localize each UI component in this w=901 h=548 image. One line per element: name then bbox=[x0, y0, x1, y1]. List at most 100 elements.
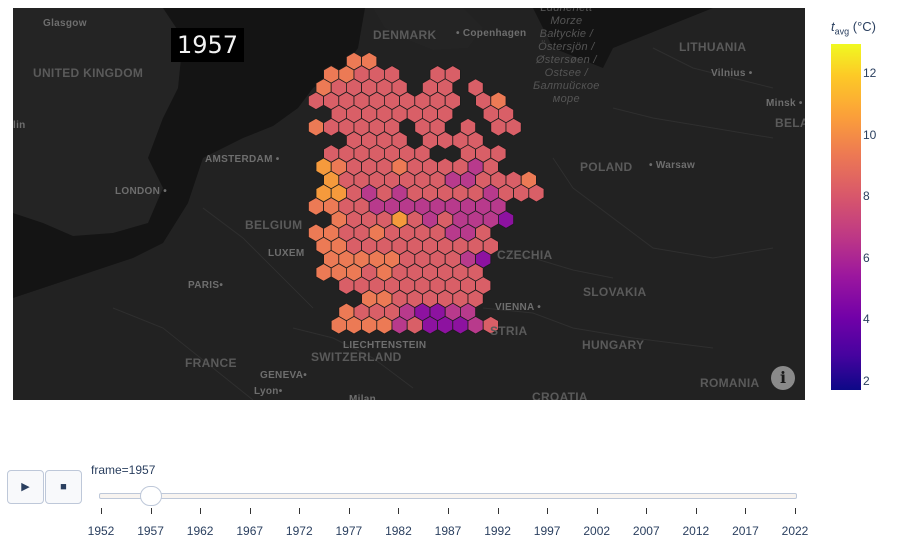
map-label: • Warsaw bbox=[649, 160, 696, 171]
slider-tick-mark bbox=[249, 508, 251, 514]
map-label: LITHUANIA bbox=[679, 40, 747, 54]
sea-label-line: Morze bbox=[550, 15, 583, 27]
slider-tick-label[interactable]: 2017 bbox=[732, 524, 759, 538]
colorbar-title: tavg (°C) bbox=[831, 19, 876, 37]
frame-slider-handle[interactable] bbox=[140, 486, 162, 506]
hexbin-layer bbox=[307, 51, 545, 335]
hex-cell[interactable] bbox=[315, 263, 332, 282]
colorbar-tick-label: 8 bbox=[863, 189, 870, 204]
slider-tick-mark bbox=[547, 508, 549, 514]
year-annotation: 1957 bbox=[171, 28, 245, 62]
hex-cell[interactable] bbox=[345, 315, 363, 335]
slider-tick-mark bbox=[200, 508, 202, 514]
slider-tick-label[interactable]: 2002 bbox=[583, 524, 611, 538]
map-label: POLAND bbox=[580, 160, 633, 174]
map-label: DENMARK bbox=[373, 28, 437, 42]
map-label: HUNGARY bbox=[582, 338, 645, 352]
hex-cell[interactable] bbox=[437, 315, 454, 335]
slider-tick-label[interactable]: 1967 bbox=[236, 524, 264, 538]
slider-tick-label[interactable]: 1972 bbox=[285, 524, 313, 538]
map-label: LIECHTENSTEIN bbox=[343, 340, 427, 351]
slider-tick-label[interactable]: 1982 bbox=[385, 524, 412, 538]
colorbar-tick-label: 6 bbox=[863, 250, 870, 265]
hex-cell[interactable] bbox=[323, 117, 340, 137]
map-label: CZECHIA bbox=[497, 248, 553, 262]
slider-tick-label[interactable]: 1957 bbox=[137, 524, 164, 538]
slider-tick-label[interactable]: 1997 bbox=[533, 524, 561, 538]
slider-tick-label[interactable]: 1992 bbox=[484, 524, 511, 538]
hex-cell[interactable] bbox=[528, 183, 545, 203]
hex-cell[interactable] bbox=[482, 315, 499, 335]
map-label: SWITZERLAND bbox=[311, 350, 402, 364]
land-britain bbox=[13, 8, 183, 236]
sea-label-line: Łddheriett bbox=[540, 8, 593, 14]
hex-cell[interactable] bbox=[421, 315, 439, 335]
hex-cell[interactable] bbox=[307, 117, 325, 137]
hex-cell[interactable] bbox=[338, 276, 355, 295]
hex-cell[interactable] bbox=[406, 315, 423, 335]
map-label: BELGIUM bbox=[245, 218, 303, 232]
slider-tick-mark bbox=[101, 508, 102, 514]
hex-cell[interactable] bbox=[376, 315, 393, 335]
map-view[interactable]: Glasgow UNITED KINGDOM DENMARK • Copenhagen… bbox=[13, 8, 805, 400]
slider-tick-label[interactable]: 1987 bbox=[434, 524, 462, 538]
stop-button[interactable]: ■ bbox=[45, 470, 82, 504]
map-label: Glasgow bbox=[43, 18, 87, 29]
slider-tick-mark bbox=[745, 508, 747, 514]
slider-current-value: frame=1957 bbox=[91, 463, 156, 477]
map-label: GENEVA• bbox=[260, 370, 308, 381]
stop-icon: ■ bbox=[60, 481, 67, 493]
colorbar-tick-label: 12 bbox=[863, 66, 877, 80]
hex-cell[interactable] bbox=[307, 91, 325, 111]
sea-label-line: Bałtyckie / bbox=[539, 28, 594, 40]
map-label: lin bbox=[13, 120, 26, 131]
hex-cell[interactable] bbox=[330, 315, 347, 335]
sea-label-line: Балтийское bbox=[533, 80, 600, 92]
slider-tick-mark bbox=[348, 508, 350, 514]
hex-cell[interactable] bbox=[361, 315, 378, 335]
map-label: LONDON • bbox=[115, 186, 168, 197]
hex-cell[interactable] bbox=[490, 117, 507, 137]
map-label: ROMANIA bbox=[700, 376, 760, 390]
hex-cell[interactable] bbox=[391, 315, 408, 335]
hex-cell[interactable] bbox=[513, 183, 530, 203]
play-button[interactable]: ▶ bbox=[7, 470, 44, 504]
slider-tick-mark bbox=[299, 508, 301, 514]
slider-tick-label[interactable]: 1962 bbox=[186, 524, 214, 538]
colorbar-tick-label: 10 bbox=[863, 127, 877, 142]
slider-tick-label[interactable]: 2022 bbox=[781, 524, 809, 538]
map-label: CROATIA bbox=[532, 390, 588, 400]
map-label: AMSTERDAM • bbox=[205, 154, 280, 165]
frame-slider-rail[interactable] bbox=[99, 493, 797, 499]
slider-tick-label[interactable]: 2007 bbox=[632, 524, 660, 538]
basemap bbox=[13, 8, 805, 400]
play-icon: ▶ bbox=[21, 481, 30, 493]
map-label: PARIS• bbox=[188, 280, 224, 291]
map-label: SLOVAKIA bbox=[583, 285, 647, 299]
info-icon[interactable]: i bbox=[771, 366, 795, 390]
map-label: STRIA bbox=[490, 324, 528, 338]
slider-tick-mark bbox=[646, 508, 648, 514]
hex-cell[interactable] bbox=[505, 117, 522, 137]
map-label: Lyon• bbox=[254, 386, 283, 397]
baltic-sea-label: Łddheriett Morze Bałtyckie / Östersjön / Øst… bbox=[533, 8, 600, 106]
sea-label-line: Ostsee / bbox=[544, 67, 589, 79]
hex-cell[interactable] bbox=[467, 315, 484, 335]
slider-tick-mark bbox=[398, 508, 400, 514]
slider-tick-label[interactable]: 2012 bbox=[682, 524, 710, 538]
slider-tick-mark bbox=[795, 508, 796, 514]
hex-cell[interactable] bbox=[437, 131, 454, 150]
slider-tick-mark bbox=[695, 508, 697, 514]
map-label: Milan bbox=[349, 394, 377, 400]
colorbar-tick-label: 2 bbox=[863, 374, 870, 388]
slider-tick-mark bbox=[150, 508, 152, 514]
map-label: UNITED KINGDOM bbox=[33, 66, 144, 80]
slider-tick-label[interactable]: 1977 bbox=[335, 524, 363, 538]
hex-cell[interactable] bbox=[497, 210, 515, 229]
map-label: Vilnius • bbox=[711, 68, 753, 79]
land-scandinavia bbox=[373, 8, 483, 50]
hex-cell[interactable] bbox=[307, 197, 325, 216]
slider-tick-mark bbox=[596, 508, 598, 514]
hex-cell[interactable] bbox=[452, 315, 469, 335]
slider-tick-label[interactable]: 1952 bbox=[87, 524, 115, 538]
